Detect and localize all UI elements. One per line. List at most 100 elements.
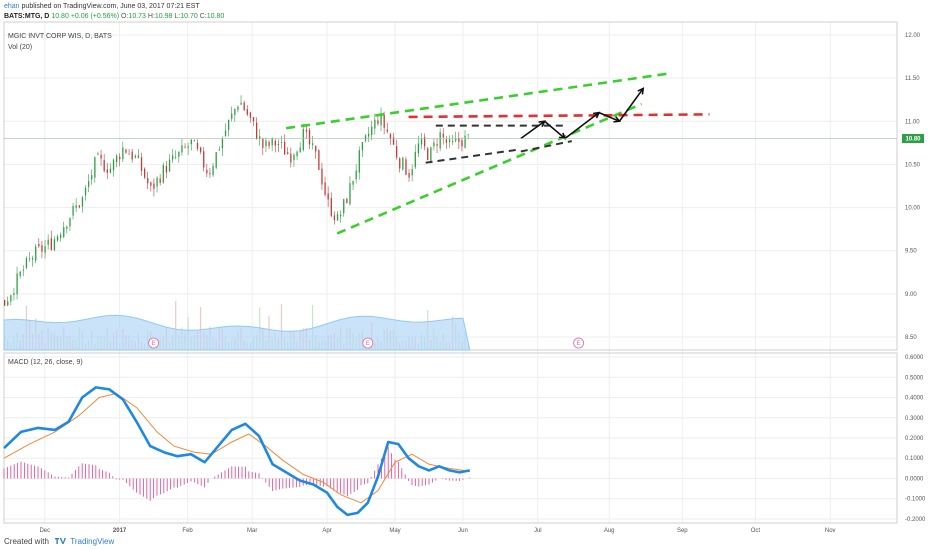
macd-tick-label: 0.3000 (905, 416, 924, 422)
candle-body (377, 120, 379, 124)
candle-body (4, 299, 6, 306)
earnings-marker-label: E (577, 341, 581, 347)
candle-body (451, 140, 454, 142)
candle-body (16, 273, 18, 295)
candle-body (234, 109, 236, 115)
candle-body (395, 146, 398, 158)
candle-body (392, 137, 395, 145)
symbol-label: BATS:MTG, D (4, 13, 50, 20)
candle-body (464, 135, 466, 149)
candle-body (352, 180, 354, 185)
candle-body (63, 227, 65, 237)
high-value: 10.98 (154, 13, 173, 20)
chart-canvas[interactable]: E E E Dec 2017 Feb Mar Apr May Jun Jul Aug Sep Oct No… (0, 0, 932, 536)
green-trendline (286, 72, 668, 130)
projection-arrowhead (538, 120, 546, 128)
candle-body (50, 238, 52, 250)
published-text: published on TradingView.com, June 03, 2… (21, 3, 200, 10)
open-value: 10.73 (128, 13, 146, 20)
candle-body (91, 175, 93, 180)
candle-body (268, 141, 270, 146)
candle-body (53, 239, 56, 251)
candle-body (371, 126, 373, 136)
candle-body (315, 145, 317, 152)
x-tick-label: Jun (458, 528, 468, 534)
y-tick-label: 11.00 (905, 119, 920, 125)
macd-tick-label: 0.4000 (905, 396, 924, 402)
candle-body (193, 140, 196, 142)
x-tick-label: Apr (322, 528, 331, 534)
earnings-marker (362, 337, 374, 349)
y-tick-label: 12.00 (905, 33, 921, 39)
candle-body (125, 149, 127, 153)
candle-body (318, 150, 320, 171)
candle-body (109, 168, 112, 173)
candle-body (203, 151, 205, 168)
tradingview-logo-icon (55, 538, 67, 544)
candle-body (399, 158, 401, 169)
candle-body (87, 181, 90, 187)
candle-body (128, 153, 130, 155)
last-price: 10.80 (51, 13, 69, 20)
author-name[interactable]: ehan (4, 3, 20, 10)
drawing-tools[interactable] (286, 72, 710, 235)
candle-body (218, 149, 220, 151)
candle-body (467, 134, 469, 136)
projection-arrow (564, 111, 600, 140)
candle-body (56, 236, 59, 241)
x-tick-label: Feb (182, 528, 193, 534)
macd-histogram (3, 446, 471, 501)
macd-tick-label: 0.0000 (905, 476, 924, 482)
candle-body (119, 156, 121, 160)
candle-body (445, 139, 448, 143)
candle-body (10, 295, 12, 302)
candle-body (290, 153, 292, 163)
earnings-marker (573, 337, 584, 349)
candle-body (7, 301, 9, 306)
open-label: O: (121, 13, 129, 20)
candle-body (283, 141, 286, 155)
footer: Created with TradingView (4, 536, 114, 548)
candle-body (414, 151, 416, 168)
candle-body (209, 173, 211, 174)
candle-body (423, 137, 426, 147)
low-label: L: (174, 13, 181, 20)
candle-body (427, 148, 429, 160)
candle-body (293, 154, 295, 161)
candle-body (143, 168, 146, 178)
candle-body (240, 102, 242, 105)
y-tick-label: 10.00 (905, 206, 921, 212)
candle-body (100, 154, 102, 159)
candle-body (355, 170, 357, 180)
tradingview-link[interactable]: TradingView (70, 537, 115, 546)
candle-body (405, 159, 407, 175)
candle-body (115, 155, 118, 163)
candle-body (122, 147, 124, 160)
projection-arrow (544, 120, 566, 140)
candle-body (259, 136, 261, 139)
black-trendline (425, 148, 518, 164)
y-tick-label: 9.00 (905, 292, 917, 298)
low-value: 10.70 (180, 13, 198, 20)
candle-body (436, 144, 438, 146)
candlesticks (4, 95, 469, 307)
x-tick-label: Sep (677, 528, 688, 534)
candle-body (131, 151, 133, 160)
candle-body (231, 113, 233, 119)
candle-body (299, 147, 301, 153)
candle-body (196, 142, 199, 149)
candle-body (84, 187, 87, 196)
candle-body (262, 138, 264, 148)
candle-body (13, 293, 15, 295)
candle-body (190, 139, 192, 145)
x-tick-label: Mar (247, 528, 257, 534)
candle-body (287, 152, 289, 155)
candle-body (78, 205, 80, 208)
candle-body (461, 140, 463, 147)
grid-lines (4, 22, 897, 523)
candle-body (430, 147, 432, 162)
candle-body (333, 215, 336, 221)
candle-body (227, 119, 230, 130)
candle-body (134, 155, 136, 158)
projection-arrow (618, 87, 644, 122)
